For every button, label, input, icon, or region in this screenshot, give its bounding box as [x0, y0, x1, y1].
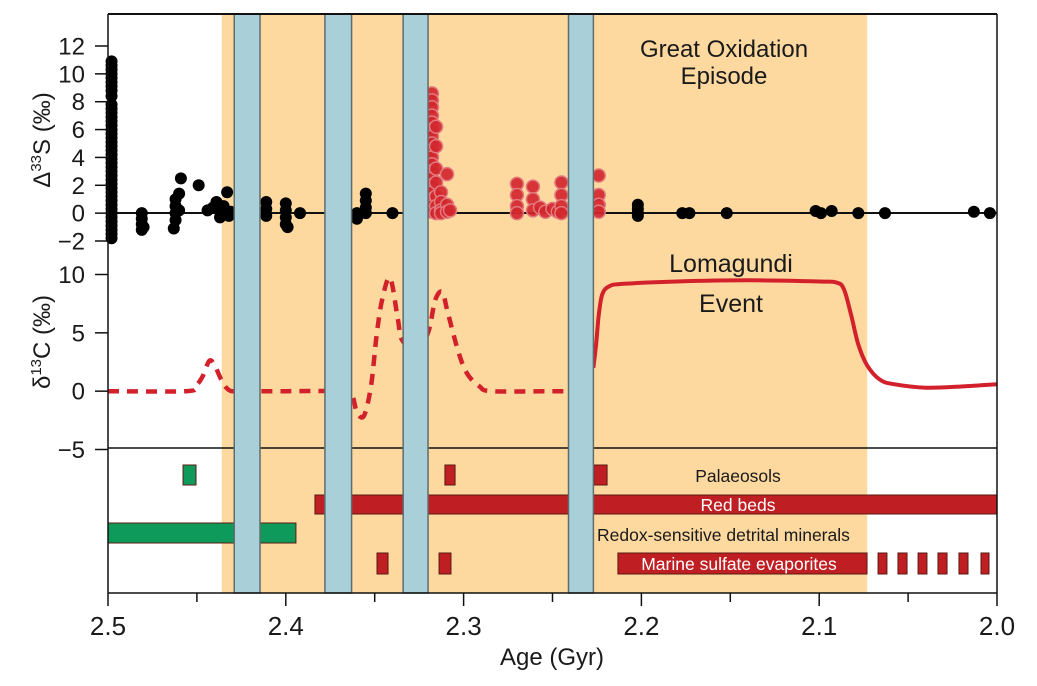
sulfur-point [294, 207, 307, 220]
proxy-bar [376, 552, 389, 575]
x-tick-label: 2.3 [446, 611, 482, 641]
sulfur-point-anomalous [525, 179, 541, 194]
x-tick-label: 2.0 [979, 611, 1015, 641]
annotation-episode: Episode [681, 63, 768, 90]
sulfur-point [174, 172, 187, 185]
carbon-y-tick-label: 10 [58, 262, 85, 289]
sulfur-point [173, 204, 186, 217]
sulfur-point [173, 187, 186, 200]
sulfur-point [814, 207, 827, 220]
sulfur-y-tick-label: 12 [58, 34, 85, 61]
x-tick-label: 2.4 [268, 611, 304, 641]
sulfur-point [386, 207, 399, 220]
proxy-bar [182, 464, 197, 486]
sulfur-point-anomalous [554, 205, 569, 221]
sulfur-y-tick-label: 8 [72, 89, 85, 116]
sulfur-point [350, 212, 363, 225]
proxy-bar [897, 552, 908, 575]
carbon-isotope-curve [107, 275, 998, 420]
carbon-ylabel-suffix: C (‰) [29, 295, 56, 359]
sulfur-point [720, 207, 733, 220]
proxy-bar [877, 552, 888, 575]
x-axis-title: Age (Gyr) [500, 644, 604, 671]
sulfur-y-tick-label: 10 [58, 61, 85, 88]
sulfur-y-tick-label: 6 [72, 117, 85, 144]
sulfur-point [281, 221, 294, 234]
proxy-bar [980, 552, 990, 575]
proxy-bar [438, 552, 452, 575]
glaciation-band [324, 13, 353, 594]
row-label-redox-minerals: Redox-sensitive detrital minerals [597, 525, 850, 545]
glaciation-band [233, 13, 261, 594]
glaciation-bands [233, 13, 595, 594]
sulfur-y-tick-label: 0 [72, 201, 85, 228]
sulfur-point-anomalous [591, 204, 606, 219]
sulfur-point-anomalous [439, 166, 455, 182]
proxy-bar [937, 552, 948, 575]
sulfur-point [167, 222, 180, 235]
glaciation-band [567, 13, 595, 594]
carbon-y-tick-label: 0 [72, 379, 85, 406]
sulfur-point-anomalous [591, 168, 606, 183]
proxy-bar [617, 552, 868, 575]
x-tick-label: 2.5 [90, 611, 126, 641]
sulfur-y-axis-title: Δ33S (‰) [28, 92, 56, 187]
carbon-y-axis-title: δ13C (‰) [28, 295, 56, 389]
proxy-bar [593, 464, 608, 486]
carbon-y-tick-label: −5 [58, 437, 85, 464]
sulfur-y-tick-label: 4 [72, 145, 85, 172]
sulfur-point [359, 207, 372, 220]
annotation-event: Event [699, 290, 763, 318]
annotation-lomagundi: Lomagundi [669, 250, 793, 278]
proxy-bar [958, 552, 969, 575]
sulfur-ylabel-prefix: Δ [29, 172, 56, 188]
carbon-ylabel-prefix: δ [29, 376, 56, 389]
sulfur-point-anomalous [509, 205, 525, 221]
carbon-curve-solid [591, 278, 998, 390]
row-label-marine-sulfate: Marine sulfate evaporites [641, 554, 837, 574]
x-tick-label: 2.1 [801, 611, 837, 641]
annotation-great-oxidation: Great Oxidation [640, 36, 808, 63]
sulfur-point [260, 209, 273, 222]
sulfur-point [137, 221, 150, 234]
sulfur-point [683, 207, 696, 220]
sulfur-point [878, 207, 891, 220]
sulfur-point-anomalous [428, 119, 444, 135]
x-tick-label: 2.2 [623, 611, 659, 641]
sulfur-ylabel-sup: 33 [28, 155, 45, 172]
sulfur-point-anomalous [554, 175, 569, 190]
proxy-bar [444, 464, 456, 486]
sulfur-y-tick-label: 2 [72, 173, 85, 200]
sulfur-point-anomalous [442, 203, 458, 218]
sulfur-y-tick-label: −2 [58, 229, 85, 256]
proxy-bar [107, 522, 297, 544]
glaciation-band [402, 13, 429, 594]
sulfur-ylabel-suffix: S (‰) [29, 92, 56, 155]
sulfur-point [983, 207, 996, 220]
sulfur-point-anomalous [428, 139, 444, 154]
proxy-bar [917, 552, 928, 575]
carbon-ylabel-sup: 13 [28, 359, 45, 376]
sulfur-point [825, 205, 838, 218]
sulfur-point [631, 209, 644, 222]
row-label-red-beds: Red beds [701, 495, 776, 515]
sulfur-point [221, 186, 234, 199]
sulfur-point [192, 179, 205, 192]
carbon-curve-dashed [107, 275, 571, 420]
carbon-y-tick-label: 5 [72, 320, 85, 347]
sulfur-point [967, 205, 980, 218]
sulfur-point [852, 207, 865, 220]
row-label-palaeosols: Palaeosols [695, 466, 781, 486]
